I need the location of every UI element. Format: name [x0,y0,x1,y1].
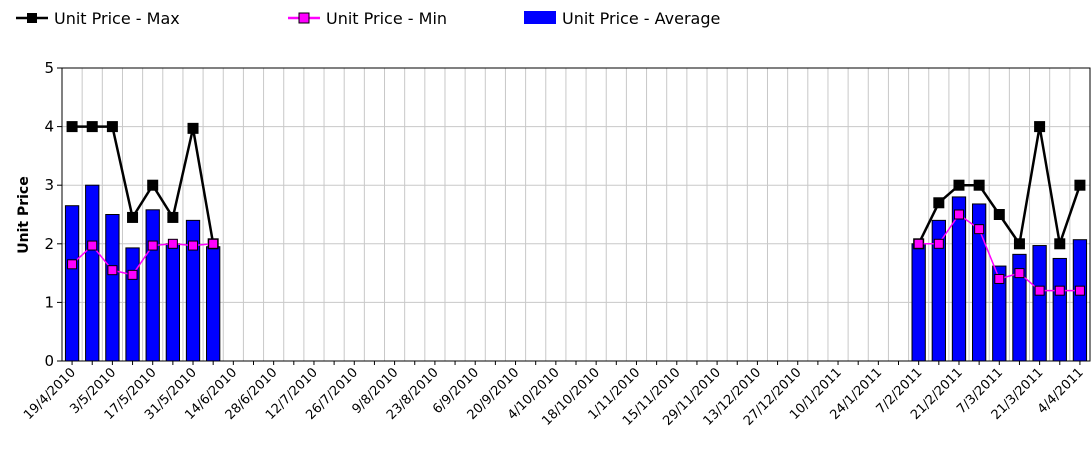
marker [1013,238,1025,250]
marker [994,273,1005,284]
marker [106,121,118,133]
marker [974,224,985,235]
bar [1052,257,1067,362]
marker [87,240,98,251]
y-tick-label: 3 [44,176,54,194]
marker [147,240,158,251]
y-tick-label: 5 [44,59,54,77]
bar [165,243,181,362]
marker [1034,285,1045,296]
bar [911,243,926,362]
bar [206,246,221,362]
marker [913,238,924,249]
marker [208,238,219,249]
marker [167,211,179,223]
marker [1014,268,1025,279]
bar [64,205,80,362]
legend-label: Unit Price - Min [326,9,447,28]
marker [953,209,964,220]
marker [993,209,1005,220]
marker [107,265,118,276]
marker [66,121,78,133]
marker [1074,285,1085,296]
marker [188,240,199,251]
marker [1054,285,1065,296]
bar [992,265,1007,362]
marker [147,179,159,191]
y-tick-label: 4 [44,118,54,136]
bar [145,209,160,362]
legend-swatch [524,11,556,24]
legend-label: Unit Price - Average [562,9,720,28]
y-tick-label: 1 [44,293,54,311]
marker [86,121,98,133]
legend-label: Unit Price - Max [54,9,180,28]
marker [67,259,78,270]
bar [1032,245,1047,362]
bar [125,247,140,362]
legend-marker [298,12,310,24]
marker [953,179,965,191]
marker [127,269,138,280]
marker [973,179,985,191]
marker [933,197,945,209]
y-axis-label: Unit Price [16,176,32,253]
x-tick-label: 19/4/2010 [21,365,79,423]
bar [951,196,967,362]
marker [933,238,944,249]
marker [1074,179,1086,191]
bar [931,219,946,362]
marker [1034,121,1046,133]
marker [167,238,178,249]
bar [1012,253,1027,362]
bar [105,214,120,362]
bar [85,184,100,362]
legend-marker [27,13,37,23]
marker [187,122,199,134]
marker [127,211,139,223]
y-tick-label: 0 [44,352,54,370]
bar [185,219,201,362]
bar [1072,239,1088,362]
marker [1054,238,1066,250]
y-tick-label: 2 [44,235,54,253]
bar [971,203,987,362]
